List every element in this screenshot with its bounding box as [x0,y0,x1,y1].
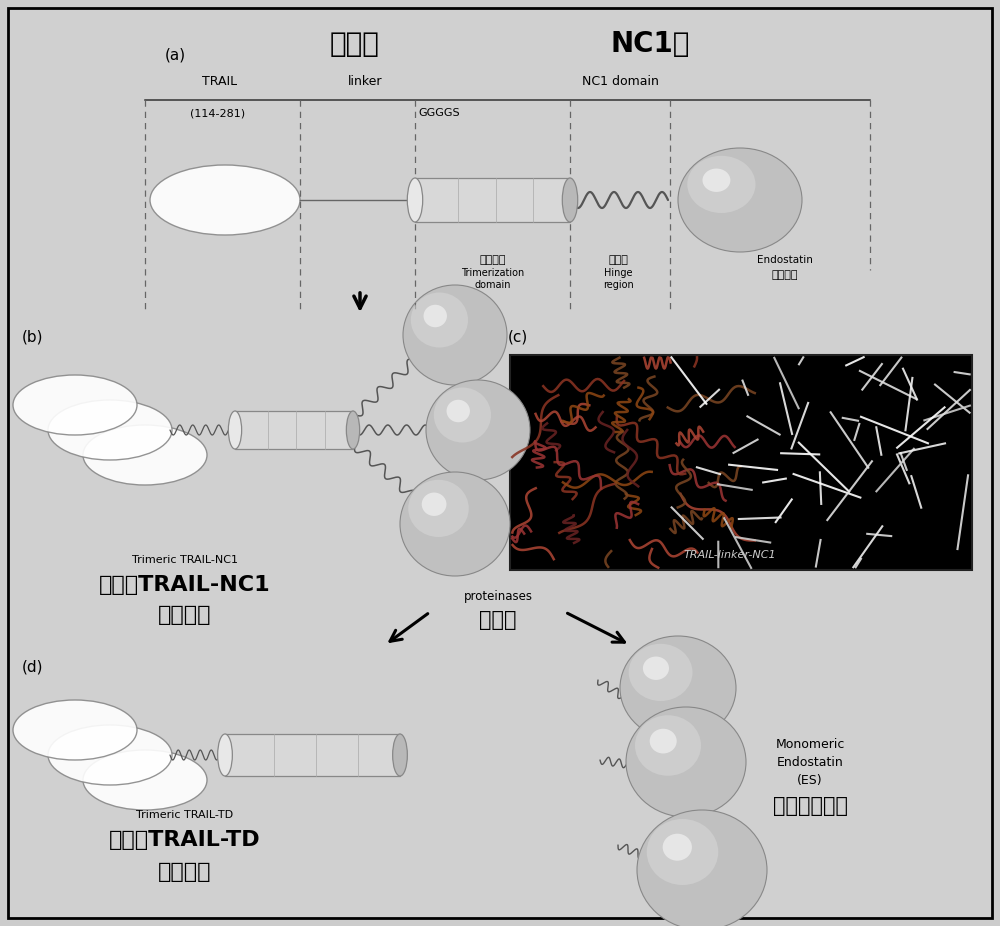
Ellipse shape [702,169,730,192]
Text: 三聚区域: 三聚区域 [480,255,506,265]
Text: Endostatin: Endostatin [777,756,843,769]
Ellipse shape [637,810,767,926]
Ellipse shape [650,729,677,754]
Text: 连接肽: 连接肽 [330,30,380,58]
Text: 内皮抑素: 内皮抑素 [772,270,798,280]
Text: GGGGS: GGGGS [418,108,460,118]
Ellipse shape [629,644,692,701]
Text: TRAIL: TRAIL [202,75,238,88]
Ellipse shape [422,493,446,516]
Ellipse shape [635,715,701,776]
Text: 三聚的TRAIL-NC1: 三聚的TRAIL-NC1 [99,575,271,595]
Ellipse shape [411,293,468,347]
Text: 铰链区: 铰链区 [608,255,628,265]
Ellipse shape [424,305,447,327]
Ellipse shape [218,734,232,776]
Bar [225,734,400,776]
Text: (c): (c) [508,330,528,345]
Ellipse shape [408,480,469,537]
Ellipse shape [48,725,172,785]
Ellipse shape [150,165,300,235]
Ellipse shape [13,700,137,760]
Text: region: region [603,280,633,290]
Text: (ES): (ES) [797,774,823,787]
Text: NC1 domain: NC1 domain [582,75,658,88]
Text: Trimerization: Trimerization [461,268,525,278]
Ellipse shape [228,411,242,449]
Ellipse shape [13,375,137,435]
Text: NC1域: NC1域 [610,30,690,58]
Text: (a): (a) [165,48,186,63]
Text: 融合蛋白: 融合蛋白 [158,862,212,882]
Text: linker: linker [348,75,382,88]
Ellipse shape [403,285,507,385]
Text: TRAIL-linker-NC1: TRAIL-linker-NC1 [684,550,776,560]
Ellipse shape [643,657,669,680]
Text: (b): (b) [22,330,44,345]
Bar [510,355,972,570]
Ellipse shape [83,750,207,810]
Text: Endostatin: Endostatin [757,255,813,265]
Ellipse shape [663,833,692,860]
Ellipse shape [426,380,530,480]
Ellipse shape [678,148,802,252]
Text: domain: domain [475,280,511,290]
Ellipse shape [447,400,470,422]
Text: (d): (d) [22,660,44,675]
Ellipse shape [83,425,207,485]
Ellipse shape [562,178,578,222]
Text: 融合蛋白: 融合蛋白 [158,605,212,625]
Text: Trimeric TRAIL-NC1: Trimeric TRAIL-NC1 [132,555,238,565]
Text: proteinases: proteinases [464,590,532,603]
Bar [415,178,570,222]
Bar [235,411,353,449]
Ellipse shape [346,411,360,449]
Ellipse shape [647,819,718,885]
Text: (114-281): (114-281) [190,108,246,118]
Ellipse shape [434,387,491,443]
Ellipse shape [626,707,746,817]
Ellipse shape [393,734,407,776]
Text: Monomeric: Monomeric [775,738,845,751]
Ellipse shape [407,178,423,222]
Ellipse shape [687,156,756,213]
Text: Trimeric TRAIL-TD: Trimeric TRAIL-TD [136,810,234,820]
Text: 单体内皮抑素: 单体内皮抑素 [772,796,848,816]
Text: 蛋白酶: 蛋白酶 [479,610,517,630]
Ellipse shape [48,400,172,460]
Ellipse shape [620,636,736,740]
Ellipse shape [400,472,510,576]
Text: Hinge: Hinge [604,268,632,278]
Text: 三聚的TRAIL-TD: 三聚的TRAIL-TD [109,830,261,850]
